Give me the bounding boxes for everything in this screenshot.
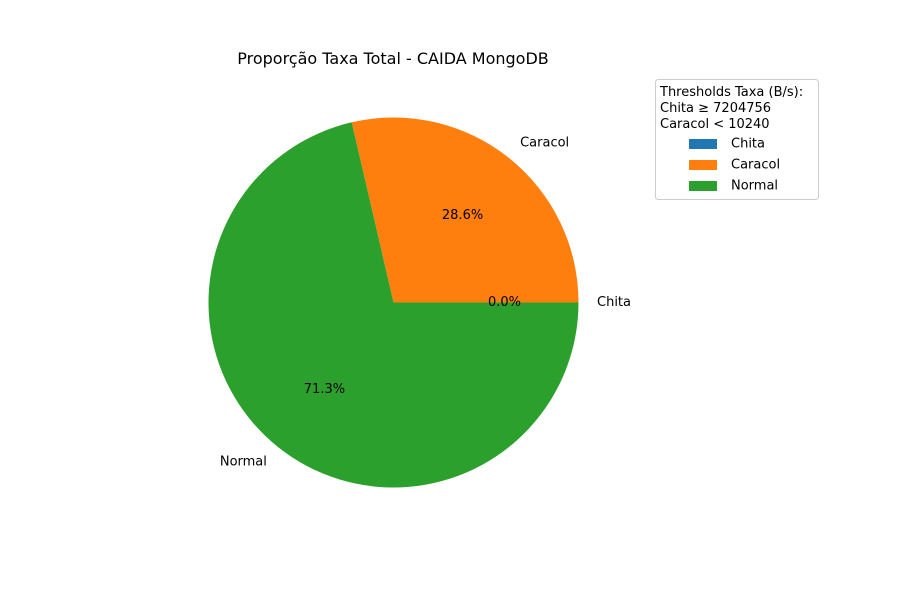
legend: Thresholds Taxa (B/s): Chita ≥ 7204756 C… (655, 79, 819, 200)
slice-percent-chita: 0.0% (488, 295, 521, 310)
slice-labels: Chita Caracol Normal (220, 136, 631, 470)
legend-swatch-caracol (689, 160, 717, 170)
legend-label-normal: Normal (731, 179, 778, 194)
legend-label-caracol: Caracol (731, 158, 780, 173)
slice-label-caracol: Caracol (520, 136, 569, 151)
legend-title-line-1: Thresholds Taxa (B/s): (659, 85, 803, 100)
pie-slice-normal (208, 122, 579, 488)
legend-title-line-3: Caracol < 10240 (660, 117, 770, 132)
slice-percent-normal: 71.3% (304, 382, 345, 397)
legend-title-line-2: Chita ≥ 7204756 (660, 101, 771, 116)
slice-percent-labels: 0.0% 28.6% 71.3% (304, 208, 521, 397)
pie-slices (208, 117, 579, 488)
legend-label-chita: Chita (731, 137, 765, 152)
legend-entries: Chita Caracol Normal (689, 137, 780, 194)
chart-title: Proporção Taxa Total - CAIDA MongoDB (237, 49, 549, 68)
legend-swatch-normal (689, 181, 717, 191)
slice-label-chita: Chita (597, 295, 631, 310)
pie-slice-caracol (351, 117, 579, 303)
legend-swatch-chita (689, 139, 717, 149)
slice-percent-caracol: 28.6% (442, 208, 483, 223)
slice-label-normal: Normal (220, 454, 267, 469)
